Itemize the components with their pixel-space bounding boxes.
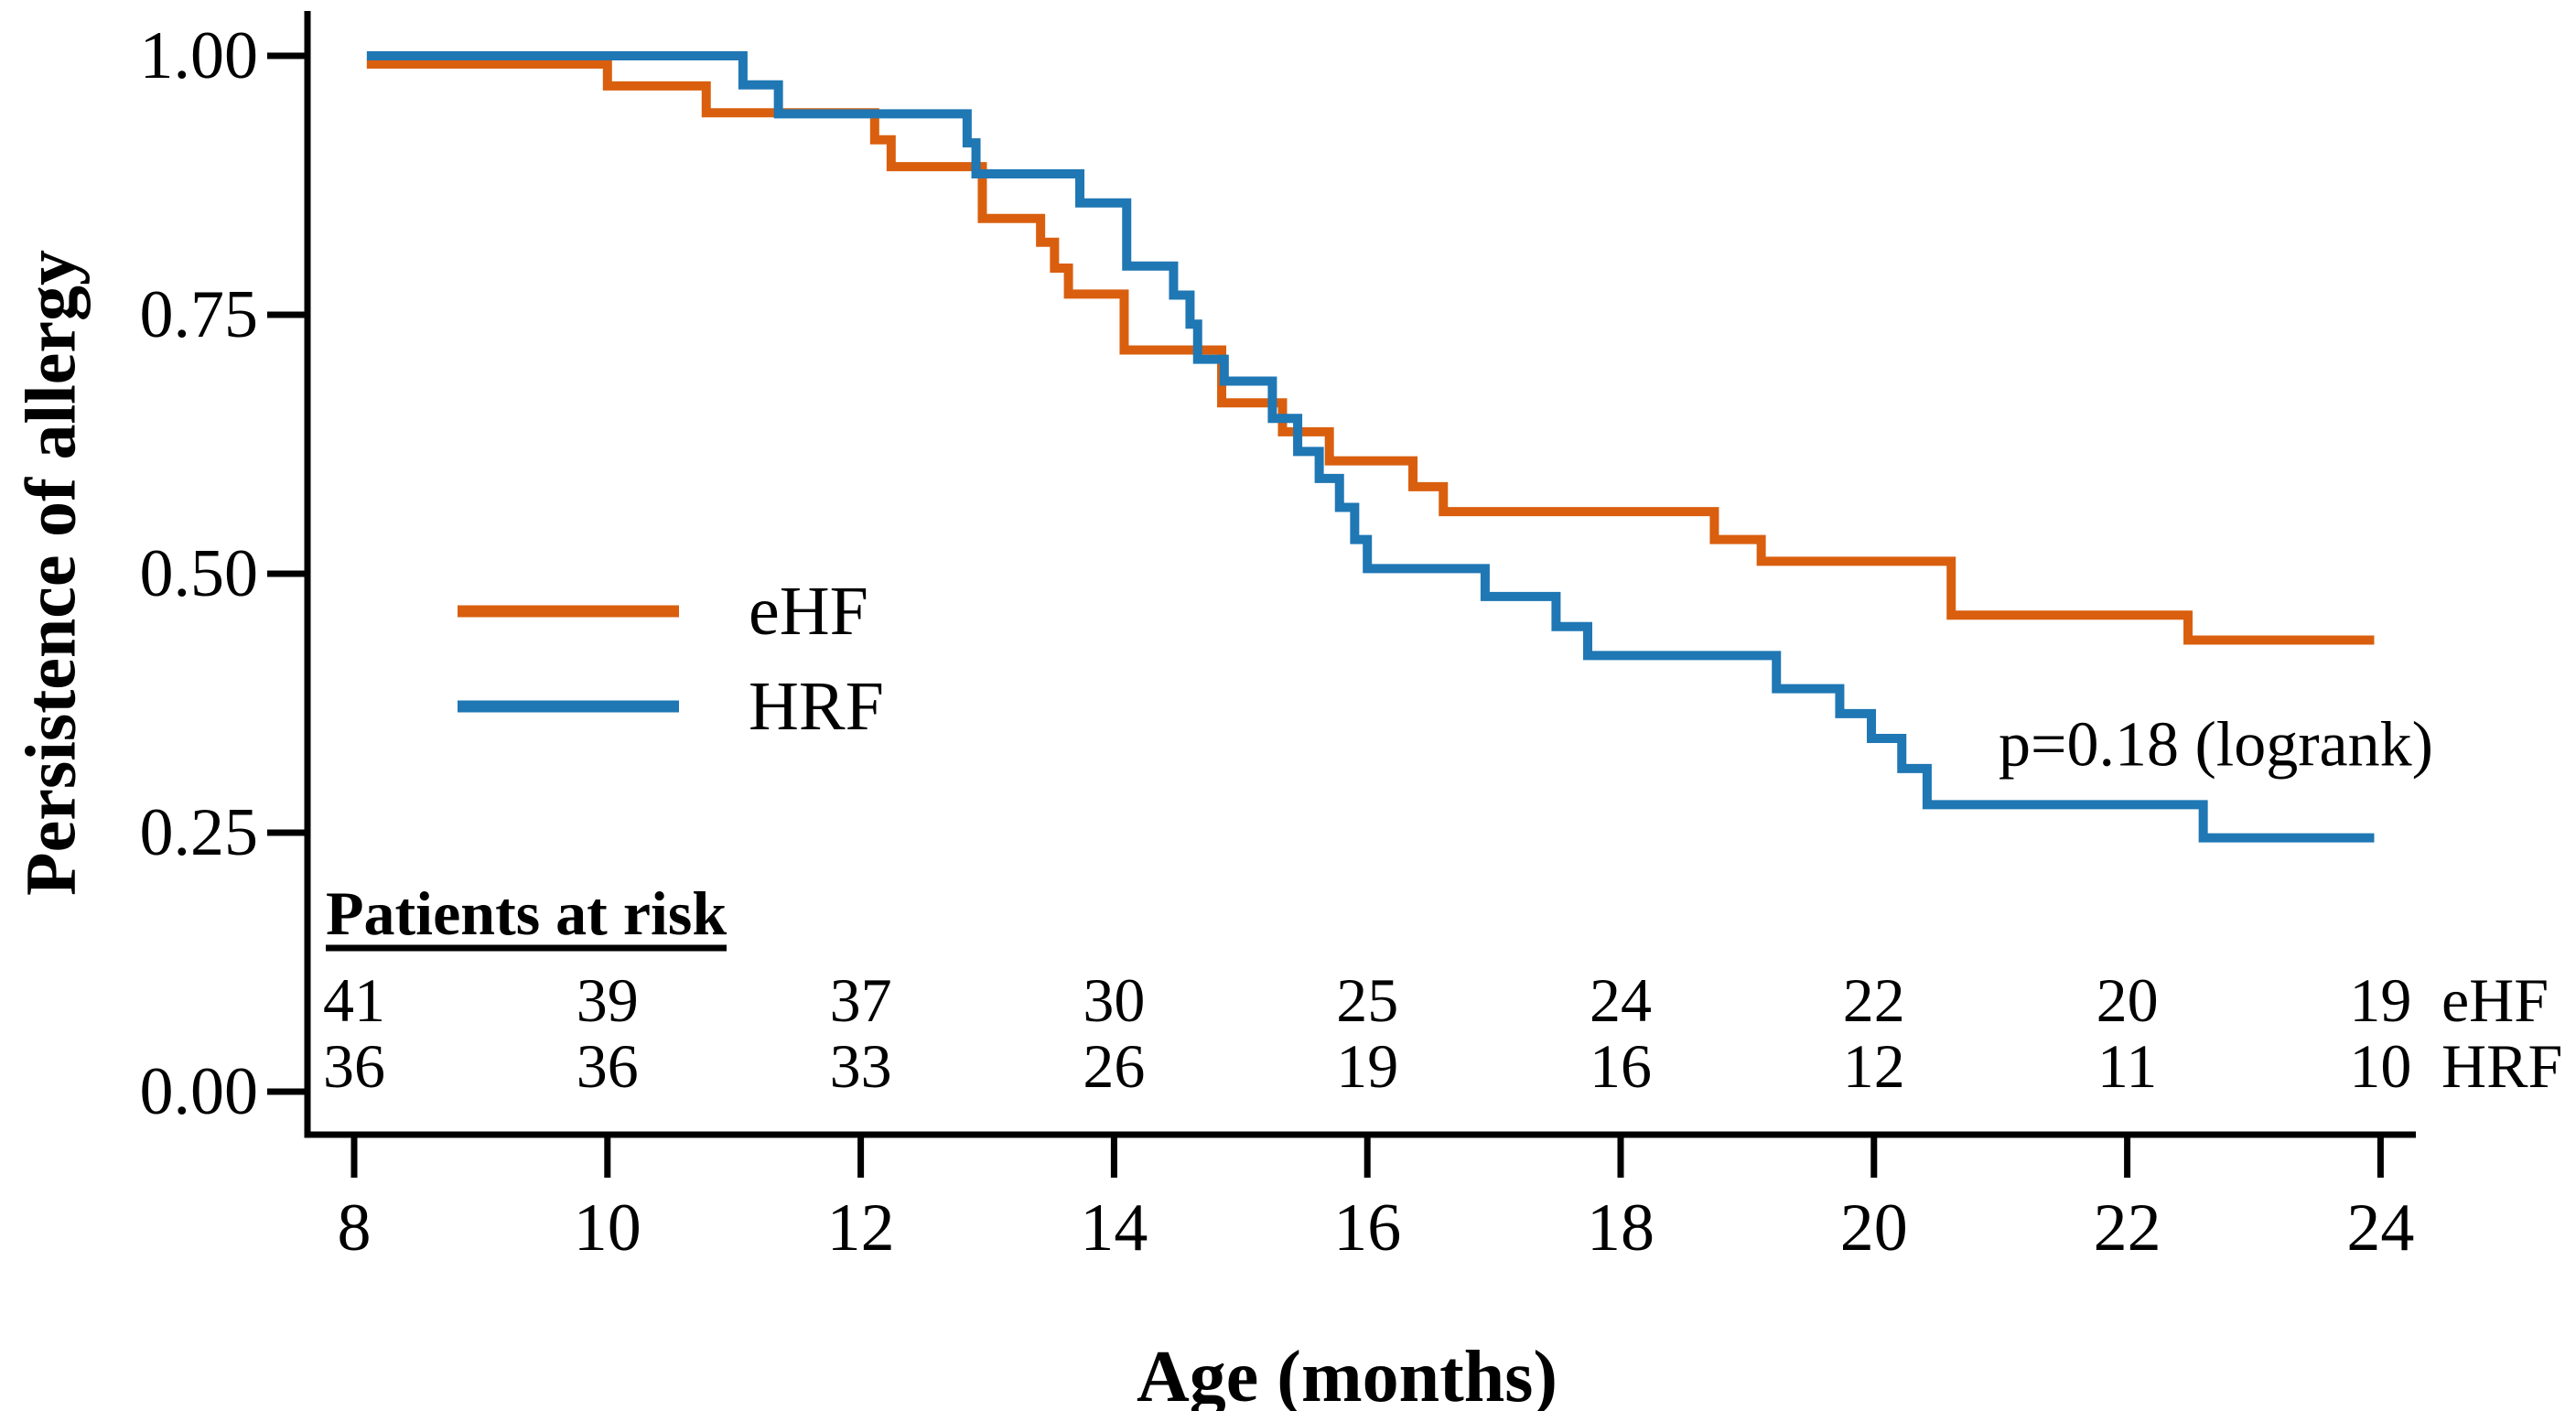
hrf-survival-curve xyxy=(366,51,2375,843)
logrank-pvalue-annotation: p=0.18 (logrank) xyxy=(1999,709,2433,780)
ehf-survival-curve xyxy=(366,59,2375,645)
legend-label-hrf: HRF xyxy=(749,668,884,745)
at-risk-count-hrf: 36 xyxy=(323,1031,385,1101)
at-risk-count-hrf: 11 xyxy=(2097,1031,2157,1101)
x-axis-title: Age (months) xyxy=(1137,1337,1557,1411)
x-tick-label: 8 xyxy=(338,1190,372,1266)
at-risk-count-hrf: 19 xyxy=(1336,1031,1398,1101)
at-risk-count-ehf: 30 xyxy=(1083,965,1145,1035)
at-risk-count-ehf: 25 xyxy=(1336,965,1398,1035)
x-tick-label: 12 xyxy=(827,1190,895,1266)
at-risk-count-hrf: 33 xyxy=(830,1031,892,1101)
at-risk-title: Patients at risk xyxy=(326,878,727,948)
y-tick-label: 0.75 xyxy=(140,277,259,352)
at-risk-count-hrf: 26 xyxy=(1083,1031,1145,1101)
at-risk-count-ehf: 41 xyxy=(323,965,385,1035)
at-risk-count-ehf: 22 xyxy=(1843,965,1905,1035)
at-risk-count-hrf: 12 xyxy=(1843,1031,1905,1101)
y-tick-label: 0.00 xyxy=(140,1054,259,1129)
at-risk-count-hrf: 16 xyxy=(1590,1031,1652,1101)
y-axis-title: Persistence of allergy xyxy=(11,250,91,896)
x-tick-label: 20 xyxy=(1840,1190,1908,1266)
at-risk-count-hrf: 10 xyxy=(2349,1031,2411,1101)
at-risk-row-label-ehf: eHF xyxy=(2441,965,2549,1035)
x-tick-label: 10 xyxy=(574,1190,641,1266)
legend-label-ehf: eHF xyxy=(749,573,868,650)
at-risk-count-ehf: 20 xyxy=(2096,965,2159,1035)
x-tick-label: 24 xyxy=(2346,1190,2414,1266)
x-tick-label: 18 xyxy=(1587,1190,1654,1266)
at-risk-count-ehf: 37 xyxy=(830,965,892,1035)
at-risk-count-ehf: 39 xyxy=(577,965,639,1035)
y-tick-label: 0.25 xyxy=(140,795,259,870)
at-risk-row-label-hrf: HRF xyxy=(2441,1031,2562,1101)
x-tick-label: 22 xyxy=(2094,1190,2161,1266)
at-risk-count-ehf: 19 xyxy=(2349,965,2411,1035)
y-tick-label: 1.00 xyxy=(140,18,259,93)
y-tick-label: 0.50 xyxy=(140,536,259,611)
at-risk-count-ehf: 24 xyxy=(1590,965,1652,1035)
x-tick-label: 16 xyxy=(1333,1190,1401,1266)
x-tick-label: 14 xyxy=(1080,1190,1148,1266)
at-risk-count-hrf: 36 xyxy=(577,1031,639,1101)
